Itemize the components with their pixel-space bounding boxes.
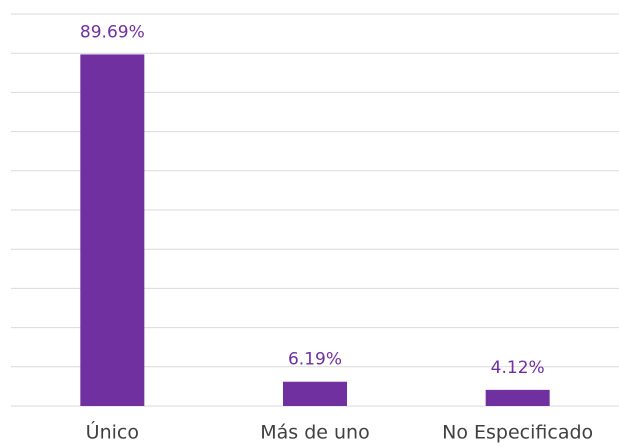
bar (283, 381, 347, 406)
bar (485, 389, 550, 406)
x-tick-label: Más de uno (260, 422, 369, 444)
data-label: 6.19% (288, 350, 342, 370)
data-label: 4.12% (491, 358, 545, 378)
x-tick-label: No Especificado (442, 422, 593, 444)
data-label: 89.69% (80, 22, 145, 42)
x-tick-label: Único (86, 420, 139, 444)
bar (80, 54, 145, 407)
